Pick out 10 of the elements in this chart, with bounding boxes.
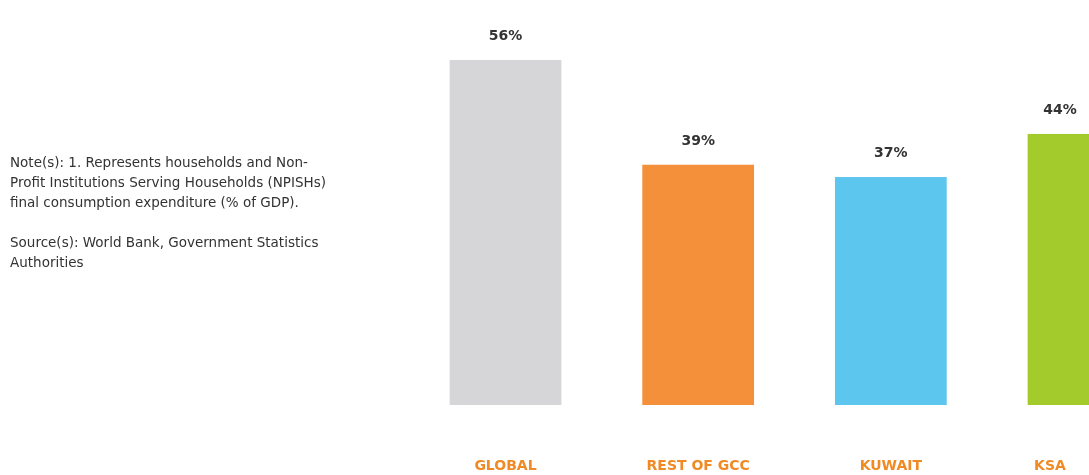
x-tick-label: GLOBAL <box>474 457 537 473</box>
text: Note(s): 1. Represents households and Non-Profit Institutions Serving Households (NPISHs) final consumption expenditure (% of GDP). <box>10 153 327 212</box>
source-note: Source(s): World Bank, Government Statistics Authorities <box>10 233 320 272</box>
x-tick-label: KUWAIT <box>859 457 923 473</box>
data-label: 37% <box>874 144 908 161</box>
data-label: 44% <box>1043 100 1077 117</box>
data-label: 56% <box>488 27 523 43</box>
x-tick-label: KSA <box>1034 457 1067 473</box>
x-tick-label: REST OF GCC <box>646 457 750 473</box>
data-label: 39% <box>681 131 715 148</box>
